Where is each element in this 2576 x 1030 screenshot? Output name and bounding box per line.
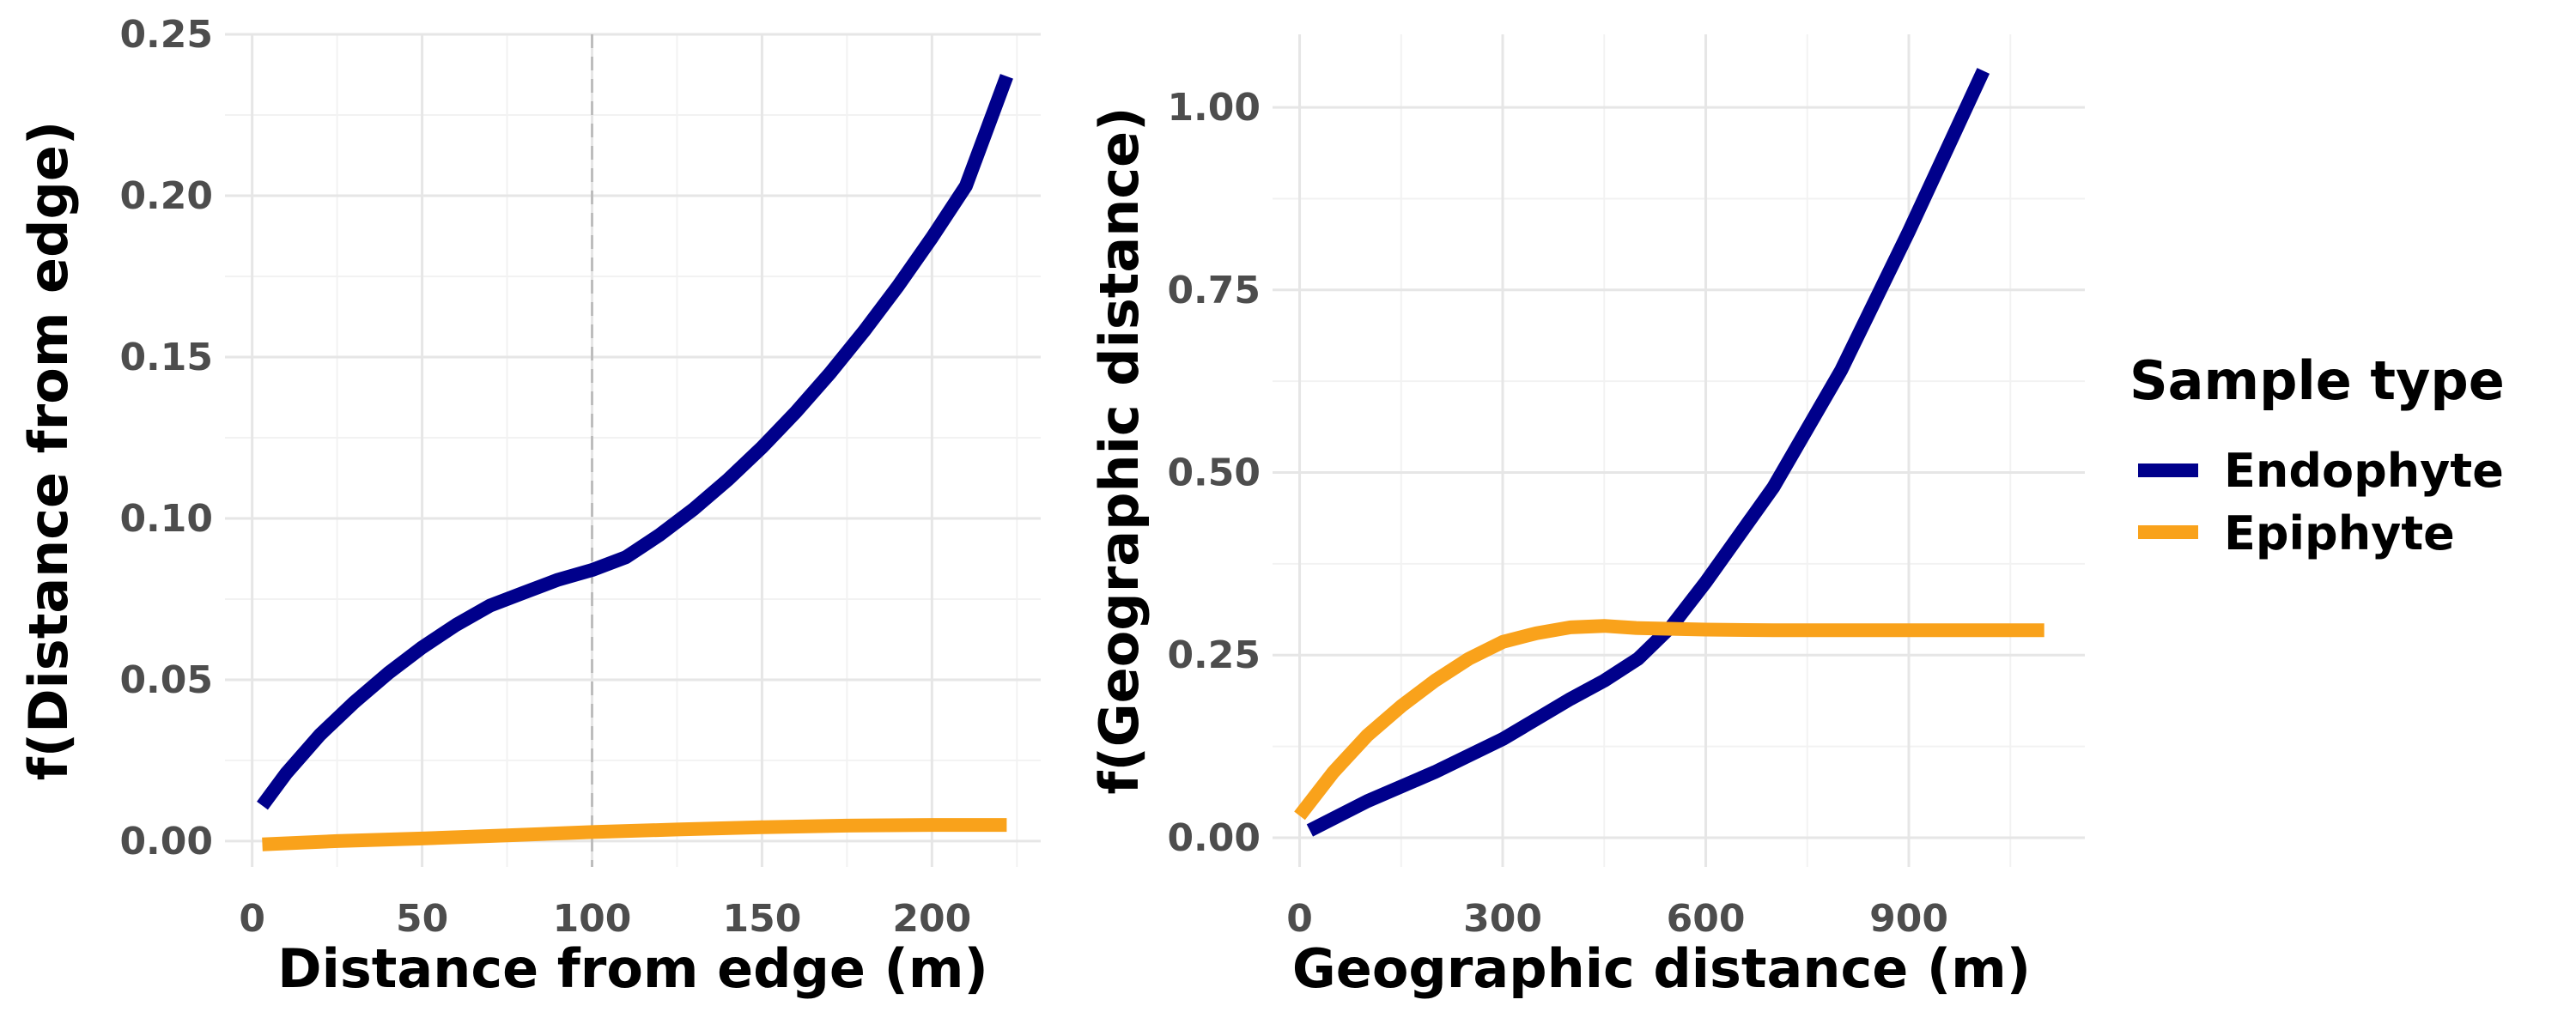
x-tick-label: 200 [892,897,971,941]
series-line-endophyte [1306,68,1990,837]
y-tick-label: 0.75 [1167,269,1261,312]
y-tick-label: 0.00 [1167,816,1261,860]
x-axis-title: Geographic distance (m) [1292,937,2031,1000]
y-tick-label: 0.00 [119,820,213,863]
y-tick-label: 0.05 [119,658,213,702]
x-tick-label: 0 [239,897,265,941]
y-tick-label: 0.25 [1167,633,1261,677]
legend-label-endophyte: Endophyte [2224,444,2504,498]
series-line-epiphyte [262,818,1007,851]
y-tick-label: 1.00 [1167,86,1261,130]
x-tick-label: 900 [1869,897,1948,941]
series-line-epiphyte [1294,619,2044,821]
y-tick-label: 0.20 [119,174,213,218]
y-tick-label: 0.25 [119,13,213,57]
panel-distance-from-edge: 0 50 100 150 200 0.00 0.05 0.10 0.15 0.20 0.25 Dist… [17,13,1041,1000]
legend-label-epiphyte: Epiphyte [2224,506,2455,560]
gridlines [1273,34,2085,867]
y-tick-label: 0.10 [119,497,213,541]
x-tick-label: 100 [553,897,632,941]
y-tick-label: 0.15 [119,336,213,379]
legend-title: Sample type [2129,349,2505,412]
gridlines [225,33,1041,867]
x-tick-label: 50 [396,897,448,941]
legend: Sample type Endophyte Epiphyte [2129,349,2505,560]
panel-geographic-distance: 0 300 600 900 0.00 0.25 0.50 0.75 1.00 Geographic… [1088,34,2085,1000]
y-axis-title: f(Distance from edge) [17,121,80,780]
x-tick-label: 150 [722,897,801,941]
x-tick-label: 300 [1463,897,1542,941]
y-tick-label: 0.50 [1167,451,1261,495]
series-line-endophyte [257,74,1013,810]
x-tick-label: 600 [1667,897,1746,941]
x-tick-label: 0 [1286,897,1313,941]
y-axis-title: f(Geographic distance) [1088,106,1151,794]
x-axis-title: Distance from edge (m) [277,937,988,1000]
